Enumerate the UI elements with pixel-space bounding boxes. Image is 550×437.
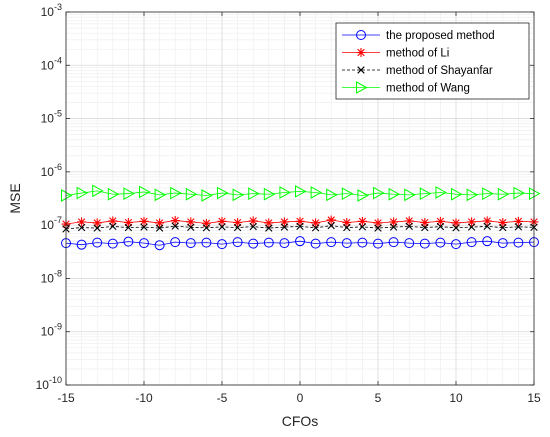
data-point xyxy=(233,218,242,227)
x-tick-label: 0 xyxy=(297,391,304,405)
legend: the proposed method method of Li method of… xyxy=(336,23,529,99)
x-axis-title: CFOs xyxy=(282,413,319,429)
data-point xyxy=(483,216,492,225)
data-point xyxy=(202,219,211,228)
legend-marker xyxy=(357,48,366,57)
data-point xyxy=(467,217,476,226)
data-point xyxy=(108,216,117,225)
data-point xyxy=(389,217,398,226)
x-tick-label: 10 xyxy=(449,391,463,405)
data-point xyxy=(280,217,289,226)
legend-label: method of Wang xyxy=(386,83,470,95)
data-point xyxy=(155,218,164,227)
data-point xyxy=(436,217,445,226)
data-point xyxy=(124,218,133,227)
data-point xyxy=(514,217,523,226)
x-tick-label: -15 xyxy=(57,391,75,405)
x-tick-label: -10 xyxy=(135,391,153,405)
data-point xyxy=(405,216,414,225)
data-point xyxy=(218,217,227,226)
data-point xyxy=(420,218,429,227)
legend-label: method of Shayanfar xyxy=(386,65,493,77)
data-point xyxy=(296,217,305,226)
data-point xyxy=(452,218,461,227)
y-axis-title: MSE xyxy=(7,183,23,213)
data-point xyxy=(358,217,367,226)
legend-label: method of Li xyxy=(386,48,449,60)
data-point xyxy=(186,217,195,226)
x-tick-label: 15 xyxy=(527,391,541,405)
data-point xyxy=(374,218,383,227)
data-point xyxy=(342,218,351,227)
legend-label: the proposed method xyxy=(386,30,495,42)
data-point xyxy=(93,218,102,227)
data-point xyxy=(311,218,320,227)
x-tick-label: -5 xyxy=(217,391,228,405)
x-tick-label: 5 xyxy=(375,391,382,405)
data-point xyxy=(498,218,507,227)
data-point xyxy=(264,218,273,227)
